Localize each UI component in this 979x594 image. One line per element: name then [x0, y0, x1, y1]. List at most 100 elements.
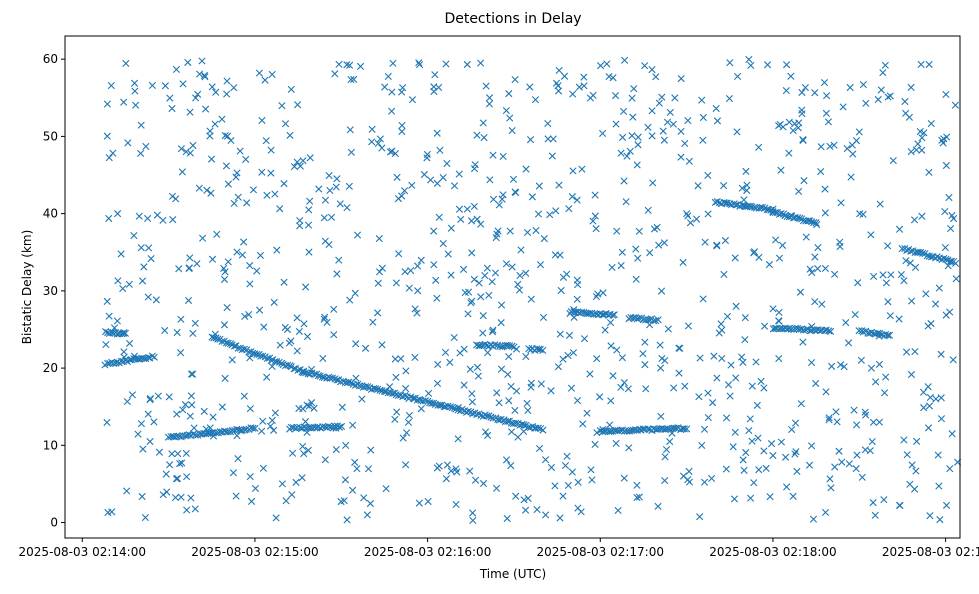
- detection-marker: [489, 151, 497, 159]
- detection-marker: [442, 475, 451, 483]
- detection-marker: [680, 425, 688, 433]
- detection-marker: [326, 186, 334, 195]
- detection-marker: [452, 405, 460, 413]
- detection-marker: [573, 295, 581, 303]
- detection-marker: [374, 279, 382, 287]
- detection-marker: [375, 234, 383, 243]
- detection-marker: [388, 107, 396, 115]
- detection-marker: [641, 338, 649, 346]
- detection-marker: [710, 352, 718, 360]
- detection-marker: [125, 280, 133, 288]
- detection-marker: [546, 211, 554, 219]
- detection-marker: [179, 80, 187, 88]
- detection-marker: [857, 356, 865, 364]
- detection-marker: [272, 514, 280, 522]
- detection-marker: [444, 250, 452, 258]
- detection-marker: [738, 201, 746, 209]
- detection-marker: [889, 157, 897, 165]
- detection-marker: [144, 214, 152, 222]
- detection-marker: [580, 73, 588, 81]
- detection-marker: [175, 265, 183, 273]
- detection-marker: [172, 475, 180, 483]
- detection-marker: [476, 341, 485, 350]
- detection-marker: [468, 390, 476, 398]
- detection-marker: [922, 290, 930, 298]
- detection-marker: [278, 480, 286, 488]
- detection-marker: [895, 501, 904, 509]
- detection-marker: [347, 148, 355, 156]
- detection-marker: [179, 406, 187, 414]
- detection-marker: [255, 69, 264, 77]
- detection-marker: [619, 133, 627, 141]
- detection-marker: [339, 377, 347, 385]
- detection-marker: [723, 312, 732, 321]
- detection-marker: [294, 101, 302, 109]
- detection-marker: [898, 245, 906, 253]
- detection-marker: [769, 451, 777, 460]
- detection-marker: [392, 373, 400, 381]
- detection-marker: [772, 236, 780, 244]
- detection-marker: [198, 57, 206, 65]
- detection-marker: [539, 426, 547, 434]
- detection-marker: [853, 451, 861, 459]
- detection-marker: [340, 497, 348, 505]
- detection-marker: [494, 227, 502, 235]
- detection-marker: [455, 205, 464, 213]
- detection-marker: [320, 315, 328, 323]
- detection-marker: [758, 203, 766, 212]
- detection-marker: [593, 429, 601, 437]
- detection-marker: [168, 104, 176, 113]
- detection-marker: [324, 422, 333, 430]
- detection-marker: [629, 113, 637, 121]
- detection-marker: [802, 326, 810, 334]
- detection-marker: [755, 143, 763, 151]
- detection-marker: [328, 374, 337, 382]
- detection-marker: [255, 306, 264, 314]
- detection-marker: [497, 301, 506, 309]
- detection-marker: [660, 239, 668, 247]
- detection-marker: [364, 383, 372, 391]
- detection-marker: [606, 421, 614, 429]
- detection-marker: [918, 146, 926, 154]
- detection-marker: [547, 463, 556, 472]
- detection-marker: [599, 289, 607, 297]
- detection-marker: [607, 342, 615, 350]
- detection-marker: [259, 464, 267, 472]
- detection-marker: [618, 426, 627, 434]
- detection-marker: [263, 354, 271, 362]
- detection-marker: [290, 162, 298, 171]
- detection-marker: [540, 235, 548, 243]
- detection-marker: [704, 413, 712, 422]
- detection-marker: [208, 83, 216, 91]
- detection-marker: [314, 372, 322, 380]
- detection-marker: [580, 82, 588, 90]
- detection-marker: [104, 359, 112, 368]
- detection-marker: [561, 461, 570, 470]
- detection-marker: [541, 456, 550, 464]
- detection-marker: [934, 451, 942, 459]
- detection-marker: [103, 100, 112, 108]
- detection-marker: [775, 308, 783, 317]
- detection-marker: [401, 268, 409, 276]
- detection-marker: [430, 261, 438, 269]
- detection-marker: [822, 92, 831, 100]
- detection-marker: [677, 75, 685, 83]
- detection-marker: [404, 418, 413, 426]
- detection-marker: [463, 205, 471, 213]
- detection-marker: [796, 288, 805, 296]
- detection-marker: [652, 73, 660, 81]
- detection-marker: [134, 430, 142, 438]
- detection-marker: [337, 422, 346, 431]
- detection-marker: [209, 413, 217, 421]
- detection-marker: [123, 397, 131, 406]
- detection-marker: [839, 103, 847, 111]
- detection-marker: [293, 347, 301, 355]
- detection-marker: [947, 224, 955, 233]
- detection-marker: [798, 88, 806, 97]
- detection-marker: [692, 215, 701, 223]
- detection-marker: [650, 225, 659, 233]
- detection-marker: [502, 260, 511, 268]
- detection-marker: [831, 463, 839, 471]
- detection-marker: [356, 62, 365, 70]
- detection-marker: [468, 398, 476, 406]
